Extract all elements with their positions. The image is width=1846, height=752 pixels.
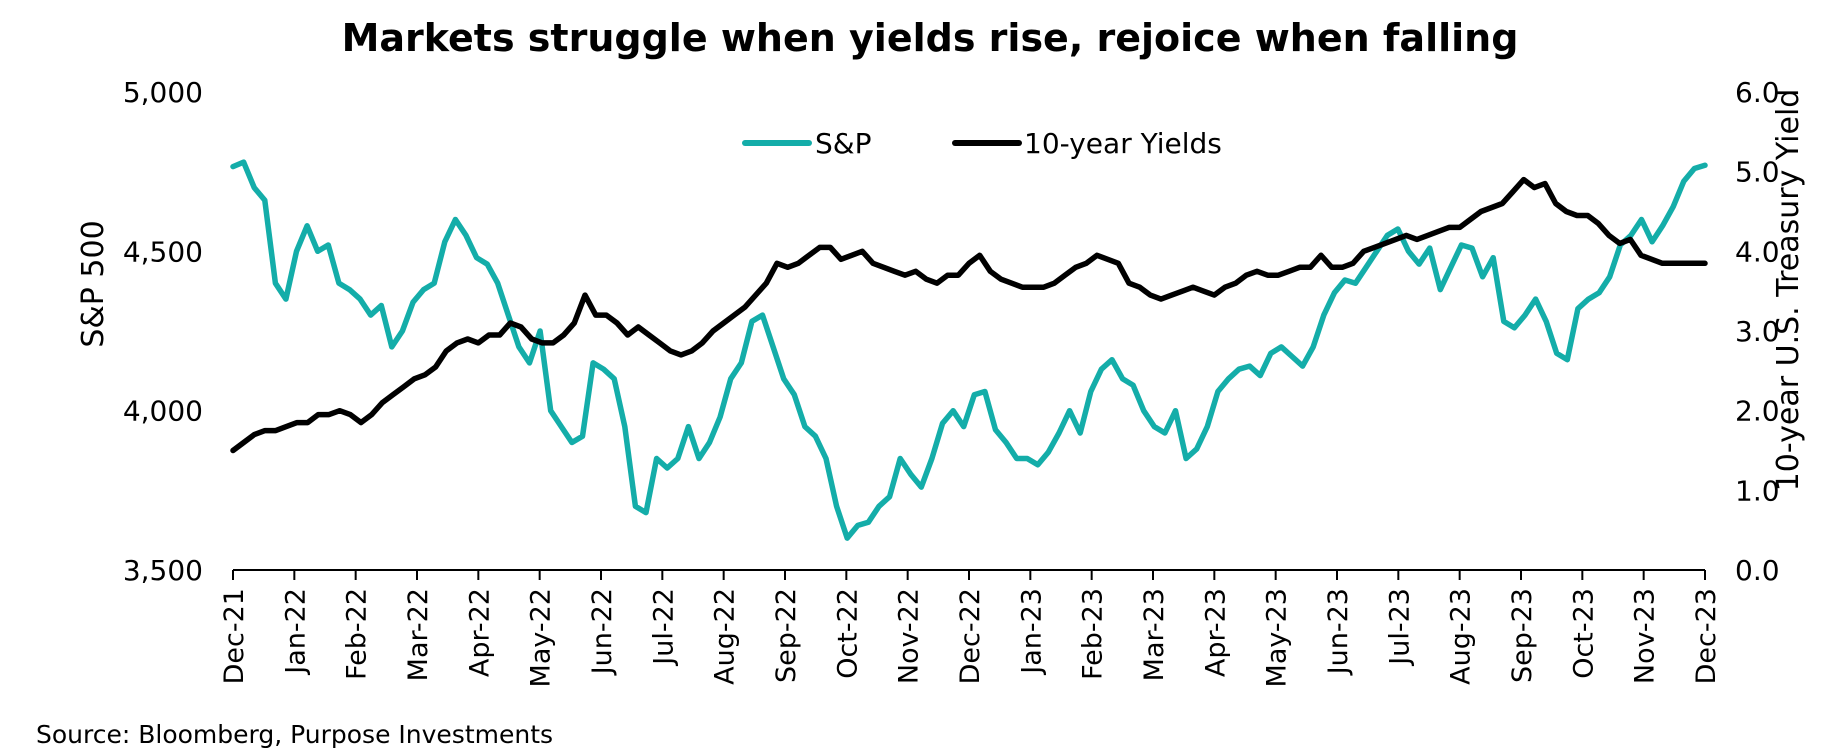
right-tick-label: 2.0 bbox=[1735, 395, 1780, 428]
right-tick-label: 5.0 bbox=[1735, 156, 1780, 189]
x-tick-label: Jan-22 bbox=[280, 588, 311, 676]
sp500-series-line bbox=[230, 159, 1708, 541]
legend: S&P 10-year Yields bbox=[742, 127, 1222, 160]
yields-series-line bbox=[230, 176, 1708, 454]
x-tick-label: Jun-22 bbox=[587, 588, 618, 676]
right-axis-label: 10-year U.S. Treasury Yield bbox=[1771, 89, 1806, 492]
x-tick-label: Oct-22 bbox=[832, 588, 863, 679]
x-tick-label: Mar-22 bbox=[403, 588, 434, 681]
x-tick-label: Aug-22 bbox=[710, 588, 741, 685]
right-tick-label: 3.0 bbox=[1735, 315, 1780, 348]
x-tick-label: May-23 bbox=[1262, 588, 1293, 687]
x-tick-label: Sep-22 bbox=[771, 588, 802, 683]
legend-label-yields: 10-year Yields bbox=[1024, 127, 1222, 160]
left-tick-label: 5,000 bbox=[123, 76, 203, 109]
x-tick-label: Jul-22 bbox=[648, 588, 679, 667]
x-tick-label: Aug-23 bbox=[1446, 588, 1477, 685]
x-tick-label: Dec-22 bbox=[955, 588, 986, 684]
x-tick-label: Sep-23 bbox=[1507, 588, 1538, 683]
x-tick-label: Feb-23 bbox=[1078, 588, 1109, 680]
x-tick-label: Mar-23 bbox=[1139, 588, 1170, 681]
x-tick-label: Nov-22 bbox=[894, 588, 925, 684]
source-note: Source: Bloomberg, Purpose Investments bbox=[36, 720, 553, 749]
x-tick-label: Feb-22 bbox=[342, 588, 373, 680]
left-axis-ticks: 3,500 4,000 4,500 5,000 bbox=[123, 76, 203, 587]
left-tick-label: 4,500 bbox=[123, 235, 203, 268]
left-axis-label: S&P 500 bbox=[76, 220, 111, 347]
x-tick-label: Oct-23 bbox=[1568, 588, 1599, 679]
x-tick-label: Apr-23 bbox=[1200, 588, 1231, 677]
x-tick-label: Jul-23 bbox=[1384, 588, 1415, 667]
x-tick-label: Jan-23 bbox=[1016, 588, 1047, 676]
right-tick-label: 1.0 bbox=[1735, 474, 1780, 507]
legend-label-sp: S&P bbox=[815, 127, 872, 160]
x-tick-label: Jun-23 bbox=[1323, 588, 1354, 676]
right-tick-label: 0.0 bbox=[1735, 554, 1780, 587]
x-tick-label: Dec-21 bbox=[219, 588, 250, 684]
left-tick-label: 3,500 bbox=[123, 554, 203, 587]
left-tick-label: 4,000 bbox=[123, 395, 203, 428]
right-tick-label: 4.0 bbox=[1735, 235, 1780, 268]
x-tick-label: Dec-23 bbox=[1691, 588, 1722, 684]
right-axis-ticks: 0.0 1.0 2.0 3.0 4.0 5.0 6.0 bbox=[1735, 76, 1780, 587]
series-lines bbox=[230, 159, 1708, 541]
x-tick-label: May-22 bbox=[526, 588, 557, 687]
chart-title: Markets struggle when yields rise, rejoi… bbox=[342, 16, 1519, 60]
right-tick-label: 6.0 bbox=[1735, 76, 1780, 109]
x-tick-label: Apr-22 bbox=[464, 588, 495, 677]
x-tick-label: Nov-23 bbox=[1630, 588, 1661, 684]
x-axis: Dec-21 Jan-22 Feb-22 Mar-22 Apr-22 May-22 Jun-… bbox=[219, 569, 1722, 687]
